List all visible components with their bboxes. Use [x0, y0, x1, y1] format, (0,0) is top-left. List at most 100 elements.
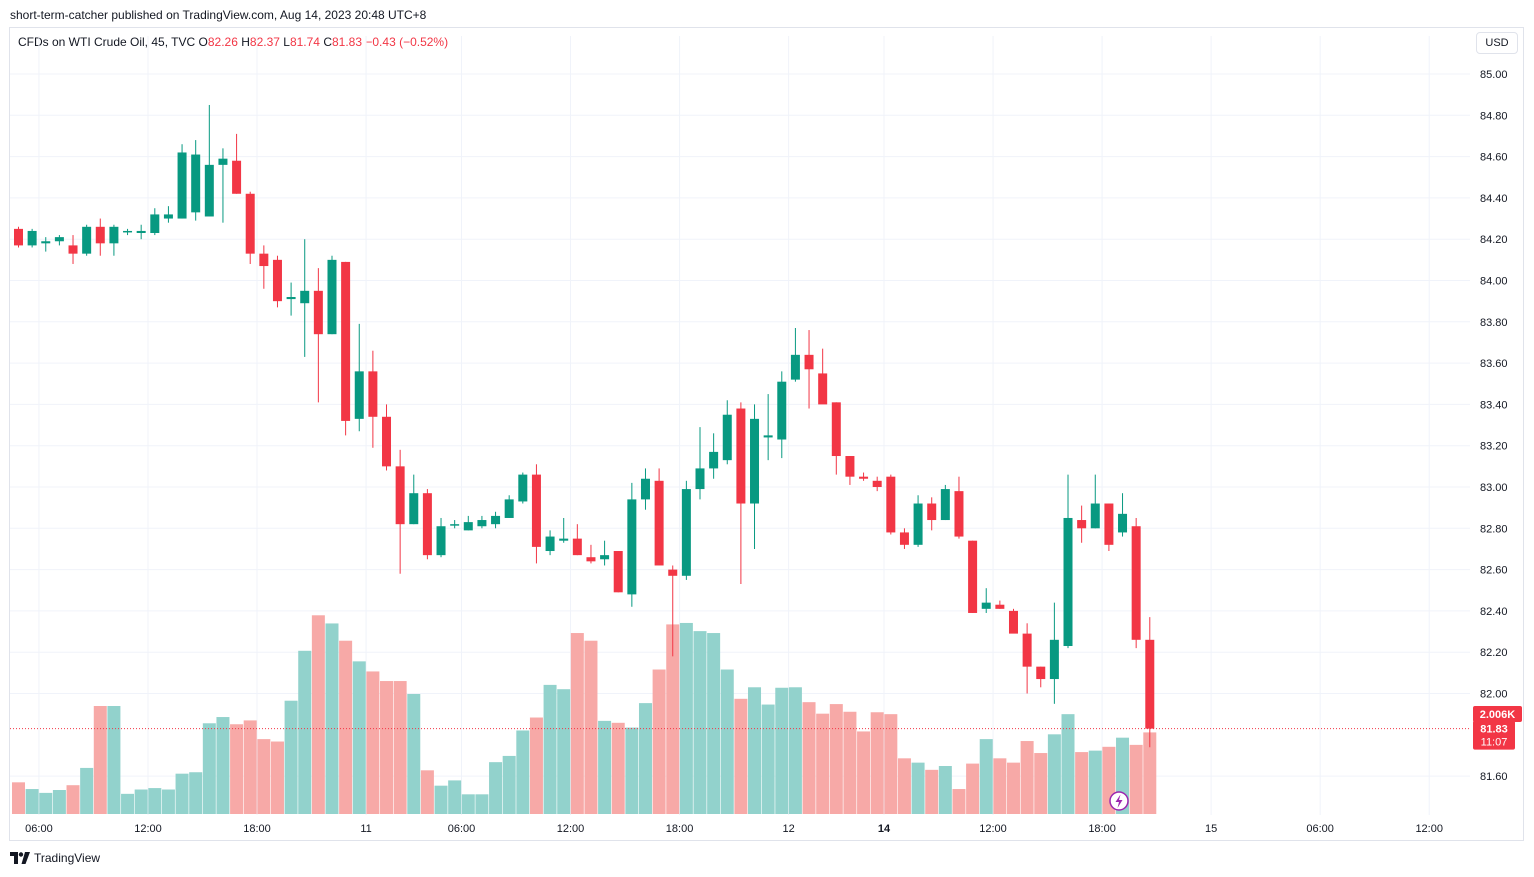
candle	[245, 191, 255, 264]
volume-bar	[857, 731, 871, 814]
candle-body	[27, 230, 37, 246]
candle-body	[1008, 610, 1018, 634]
candle	[463, 515, 473, 531]
currency-button[interactable]: USD	[1476, 32, 1518, 54]
time-tick-label: 12:00	[979, 823, 1007, 835]
candle-body	[627, 499, 637, 595]
candle	[981, 588, 991, 613]
time-tick-label: 18:00	[243, 823, 271, 835]
candle	[722, 400, 732, 465]
candle	[14, 226, 23, 248]
candle-body	[545, 536, 555, 552]
candle	[913, 495, 923, 547]
candle	[777, 371, 787, 459]
time-tick-label: 06:00	[448, 823, 476, 835]
volume-bar	[243, 720, 257, 814]
volume-bar	[720, 669, 734, 814]
candle	[1090, 474, 1100, 529]
close-value: 81.83	[332, 35, 363, 49]
volume-bar	[652, 669, 666, 814]
volume-tag-text: 2.006K	[1480, 709, 1516, 721]
candle-body	[572, 538, 582, 556]
candle-body	[286, 297, 296, 300]
symbol-legend: CFDs on WTI Crude Oil, 45, TVC O82.26 H 8…	[18, 35, 448, 49]
candle-body	[1022, 633, 1032, 667]
candle	[327, 255, 337, 335]
volume-bar	[202, 723, 216, 814]
candle-body	[82, 226, 92, 254]
candle-body	[68, 245, 78, 254]
candle-body	[859, 476, 869, 479]
candle-body	[1049, 639, 1059, 680]
candle-body	[313, 290, 323, 335]
lightning-icon[interactable]	[1109, 791, 1129, 811]
candle-body	[177, 152, 187, 219]
symbol-name[interactable]: CFDs on WTI Crude Oil, 45, TVC	[18, 35, 196, 49]
volume-bar	[1143, 732, 1157, 814]
volume-bar	[966, 763, 980, 814]
volume-bar	[816, 713, 830, 814]
candle	[82, 224, 92, 256]
candle	[259, 245, 269, 289]
volume-bar	[516, 730, 530, 814]
close-label: C	[323, 35, 332, 49]
candle-body	[518, 474, 528, 502]
price-tick-label: 82.60	[1480, 565, 1508, 577]
volume-bar	[257, 739, 271, 814]
volume-bar	[121, 793, 135, 814]
volume-bar	[93, 706, 107, 814]
volume-bar	[420, 770, 434, 814]
volume-bar	[666, 624, 680, 814]
footer-brand[interactable]: TradingView	[10, 851, 100, 865]
candle-body	[477, 520, 487, 527]
candle	[382, 404, 392, 471]
candle-body	[14, 228, 23, 246]
volume-bar	[1129, 744, 1143, 814]
candle	[123, 228, 133, 236]
volume-bar	[448, 780, 462, 814]
candle-body	[831, 402, 841, 457]
candle-body	[300, 290, 310, 304]
candle-body	[150, 214, 160, 234]
candle-body	[1131, 526, 1141, 640]
candle	[368, 350, 378, 448]
candle	[286, 282, 296, 316]
candle-body	[722, 414, 732, 461]
candle	[136, 224, 146, 240]
candle	[995, 600, 1005, 609]
candle	[1145, 617, 1155, 748]
candle	[586, 544, 596, 564]
candle-body	[1090, 503, 1100, 529]
volume-bar	[407, 694, 421, 814]
candle	[41, 237, 51, 252]
volume-bar	[802, 702, 816, 814]
candle-body	[41, 241, 51, 244]
candle	[491, 511, 501, 529]
time-tick-label: 11	[360, 823, 371, 835]
volume-bar	[475, 794, 489, 814]
volume-bar	[734, 698, 748, 814]
volume-bar	[911, 762, 925, 814]
price-tick-label: 84.60	[1480, 152, 1508, 164]
volume-bar	[216, 717, 230, 814]
price-tick-label: 84.40	[1480, 193, 1508, 205]
volume-bar	[393, 681, 407, 814]
volume-bar	[80, 767, 94, 814]
volume-tag	[1473, 706, 1522, 722]
price-tick-label: 81.60	[1480, 771, 1508, 783]
candle	[68, 235, 78, 264]
volume-bar	[339, 640, 353, 814]
candle-body	[259, 253, 269, 267]
candle	[1131, 517, 1141, 649]
volume-bar	[529, 717, 543, 814]
candle-body	[763, 435, 773, 438]
price-tick-label: 82.40	[1480, 606, 1508, 618]
volume-bar	[284, 700, 298, 814]
volume-bar	[1034, 753, 1048, 814]
candle	[668, 565, 678, 657]
candle	[150, 208, 160, 236]
candle-body	[927, 503, 937, 521]
candle-body	[777, 381, 787, 440]
candle-body	[123, 230, 133, 233]
